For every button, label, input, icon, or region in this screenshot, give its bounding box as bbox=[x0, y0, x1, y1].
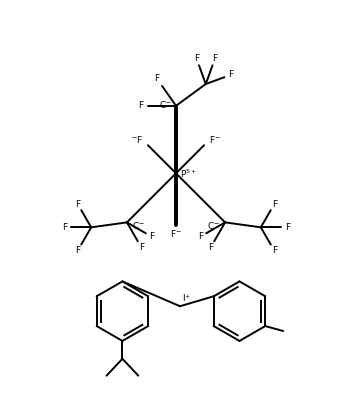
Text: C$^{-}$: C$^{-}$ bbox=[207, 220, 220, 231]
Text: P$^{5+}$: P$^{5+}$ bbox=[180, 168, 197, 181]
Text: F: F bbox=[155, 73, 160, 83]
Text: F: F bbox=[285, 223, 290, 232]
Text: F: F bbox=[138, 101, 143, 110]
Text: F: F bbox=[228, 70, 233, 79]
Text: F: F bbox=[75, 200, 80, 209]
Text: F: F bbox=[149, 232, 155, 241]
Text: F: F bbox=[208, 243, 213, 252]
Text: F: F bbox=[212, 54, 218, 63]
Text: F: F bbox=[194, 54, 199, 63]
Text: F: F bbox=[139, 243, 144, 252]
Text: $^{-}$F: $^{-}$F bbox=[131, 134, 143, 145]
Text: F: F bbox=[62, 223, 67, 232]
Text: I$^{+}$: I$^{+}$ bbox=[182, 293, 191, 304]
Text: F$^{-}$: F$^{-}$ bbox=[209, 134, 221, 145]
Text: F: F bbox=[197, 232, 203, 241]
Text: F: F bbox=[272, 246, 277, 255]
Text: C$^{-}$: C$^{-}$ bbox=[132, 220, 145, 231]
Text: F: F bbox=[272, 200, 277, 209]
Text: F$^{-}$: F$^{-}$ bbox=[170, 228, 182, 239]
Text: F: F bbox=[75, 246, 80, 255]
Text: C$^{-}$: C$^{-}$ bbox=[159, 99, 172, 110]
